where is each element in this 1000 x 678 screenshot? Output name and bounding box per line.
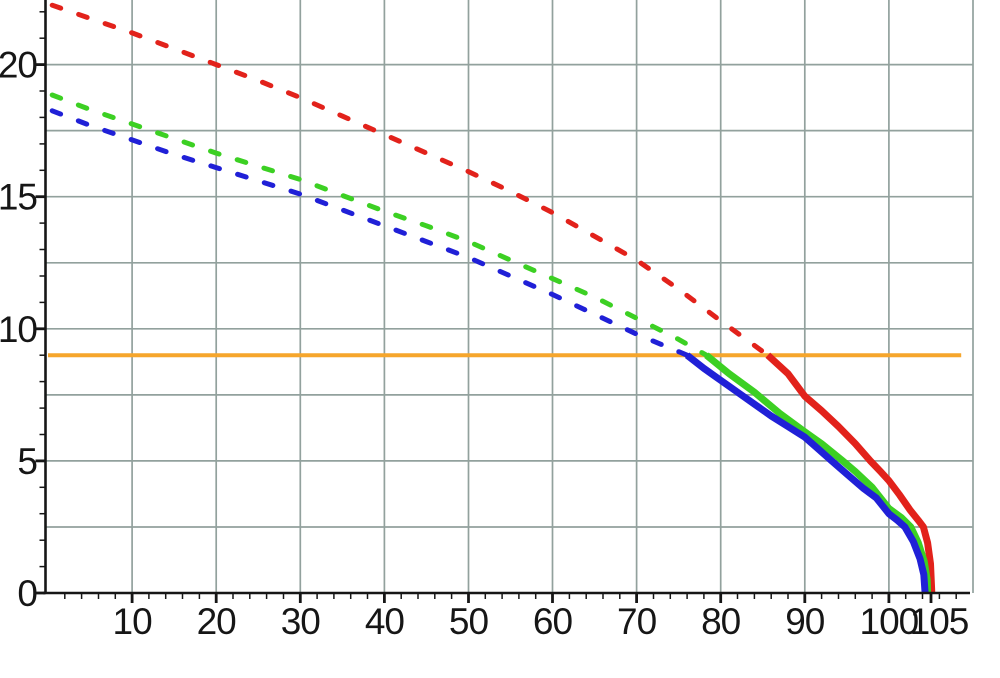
x-tick-label-90: 90 (785, 601, 825, 642)
series-red-dashed-curve (49, 2, 771, 358)
series-green-solid-curve (704, 352, 932, 594)
x-tick-label-10: 10 (113, 601, 153, 642)
series-blue-dashed-curve (49, 108, 690, 358)
series-blue-solid-curve (684, 352, 929, 594)
y-tick-label-5: 5 (17, 441, 37, 482)
x-tick-label-20: 20 (197, 601, 237, 642)
y-tick-label-15: 15 (0, 177, 37, 218)
y-tick-label-20: 20 (0, 45, 37, 86)
x-tick-label-80: 80 (701, 601, 741, 642)
x-tick-label-100: 100 (860, 601, 919, 642)
y-tick-label-0: 0 (17, 573, 37, 614)
y-tick-label-10: 10 (0, 309, 37, 350)
series-green-dashed-curve (49, 92, 709, 358)
series-red-solid-curve (765, 352, 936, 594)
x-tick-label-70: 70 (617, 601, 657, 642)
x-tick-label-50: 50 (449, 601, 489, 642)
x-tick-label-105: 105 (910, 601, 969, 642)
x-tick-label-40: 40 (365, 601, 405, 642)
x-tick-label-60: 60 (533, 601, 573, 642)
x-tick-label-30: 30 (281, 601, 321, 642)
